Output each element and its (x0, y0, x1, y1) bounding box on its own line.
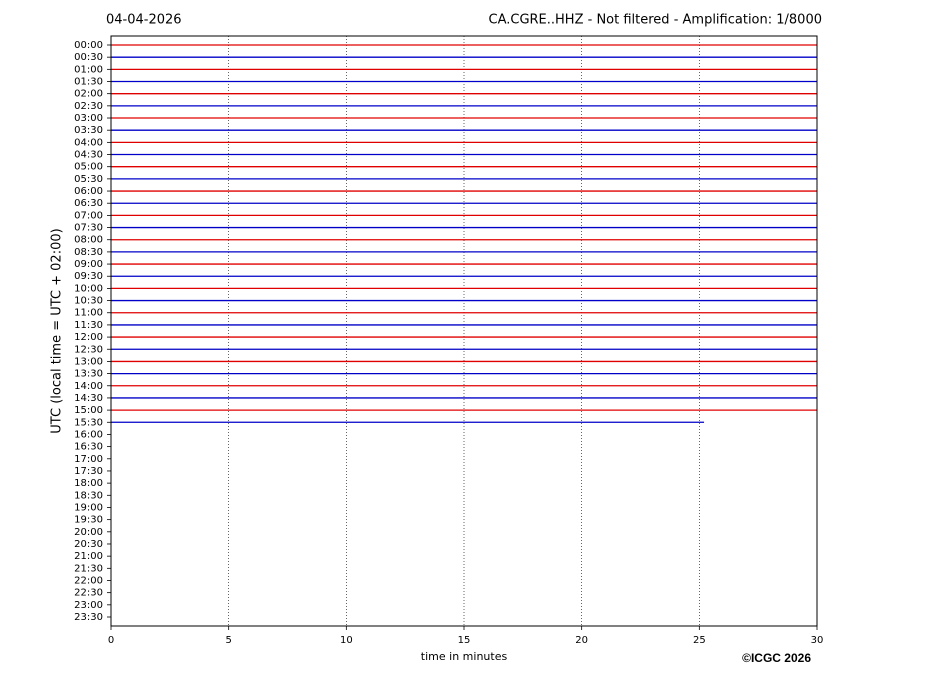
y-tick-label: 21:00 (74, 551, 103, 562)
y-tick-label: 16:00 (74, 429, 103, 440)
y-tick-label: 19:00 (74, 502, 103, 513)
y-tick-label: 11:00 (74, 308, 103, 319)
y-tick-label: 03:30 (74, 125, 103, 136)
x-tick-label: 0 (108, 635, 114, 646)
y-tick-label: 09:30 (74, 271, 103, 282)
y-tick-label: 16:30 (74, 442, 103, 453)
y-tick-label: 23:30 (74, 612, 103, 623)
y-tick-label: 15:30 (74, 417, 103, 428)
chart-title-left: 04-04-2026 (106, 13, 182, 28)
x-tick-label: 15 (458, 635, 471, 646)
y-tick-label: 09:00 (74, 259, 103, 270)
y-tick-label: 14:30 (74, 393, 103, 404)
y-tick-label: 21:30 (74, 563, 103, 574)
y-tick-label: 11:30 (74, 320, 103, 331)
y-tick-label: 17:00 (74, 454, 103, 465)
y-tick-label: 23:00 (74, 600, 103, 611)
x-tick-label: 20 (575, 635, 588, 646)
y-tick-label: 15:00 (74, 405, 103, 416)
copyright: ©ICGC 2026 (742, 651, 811, 665)
y-tick-label: 05:30 (74, 174, 103, 185)
y-tick-label: 05:00 (74, 162, 103, 173)
y-tick-label: 12:30 (74, 344, 103, 355)
y-tick-label: 06:30 (74, 198, 103, 209)
plot-frame (110, 35, 818, 627)
y-tick-label: 07:00 (74, 210, 103, 221)
y-tick-label: 01:30 (74, 77, 103, 88)
y-tick-label: 14:00 (74, 381, 103, 392)
x-tick-label: 30 (811, 635, 824, 646)
y-tick-label: 13:00 (74, 356, 103, 367)
y-tick-label: 04:30 (74, 150, 103, 161)
y-tick-label: 10:00 (74, 283, 103, 294)
y-tick-label: 22:00 (74, 575, 103, 586)
y-tick-label: 22:30 (74, 588, 103, 599)
x-axis-label: time in minutes (421, 650, 508, 663)
y-tick-label: 10:30 (74, 296, 103, 307)
y-tick-label: 17:30 (74, 466, 103, 477)
y-tick-label: 08:00 (74, 235, 103, 246)
y-tick-label: 04:00 (74, 137, 103, 148)
y-tick-label: 07:30 (74, 223, 103, 234)
x-tick-label: 10 (340, 635, 353, 646)
y-tick-label: 02:00 (74, 89, 103, 100)
y-axis-label: UTC (local time = UTC + 02:00) (50, 228, 65, 433)
y-tick-label: 20:30 (74, 539, 103, 550)
y-tick-label: 03:00 (74, 113, 103, 124)
y-tick-label: 06:00 (74, 186, 103, 197)
y-tick-label: 01:00 (74, 64, 103, 75)
y-tick-label: 19:30 (74, 515, 103, 526)
x-tick-label: 5 (225, 635, 231, 646)
chart-title-right: CA.CGRE..HHZ - Not filtered - Amplificat… (489, 13, 823, 28)
y-tick-label: 13:30 (74, 369, 103, 380)
y-tick-label: 02:30 (74, 101, 103, 112)
y-tick-label: 18:30 (74, 490, 103, 501)
y-tick-label: 20:00 (74, 527, 103, 538)
y-tick-label: 18:00 (74, 478, 103, 489)
y-tick-label: 08:30 (74, 247, 103, 258)
y-tick-label: 00:30 (74, 52, 103, 63)
y-tick-label: 12:00 (74, 332, 103, 343)
x-tick-label: 25 (693, 635, 706, 646)
y-tick-label: 00:00 (74, 40, 103, 51)
